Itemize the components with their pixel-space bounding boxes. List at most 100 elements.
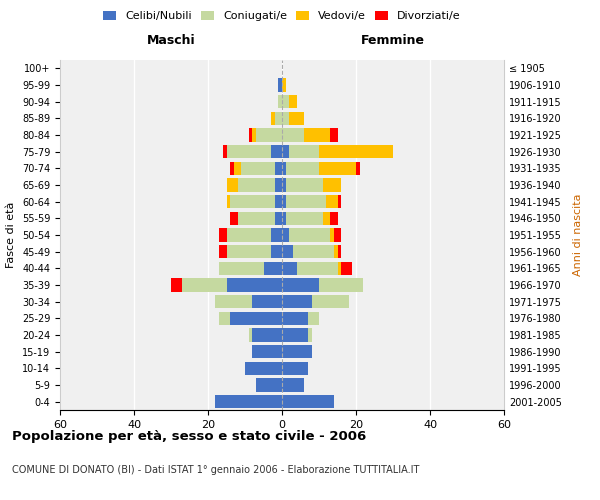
Bar <box>282 95 289 108</box>
Bar <box>275 162 282 175</box>
Bar <box>275 212 282 225</box>
Y-axis label: Fasce di età: Fasce di età <box>7 202 16 268</box>
Bar <box>278 78 282 92</box>
Bar <box>330 212 337 225</box>
Bar <box>282 162 286 175</box>
Bar <box>286 212 323 225</box>
Bar <box>271 145 282 158</box>
Bar <box>282 345 311 358</box>
Bar <box>308 312 319 325</box>
Bar <box>282 145 289 158</box>
Bar <box>282 312 308 325</box>
Bar <box>323 212 330 225</box>
Bar <box>282 78 286 92</box>
Bar <box>256 128 282 141</box>
Bar <box>278 95 282 108</box>
Bar <box>223 145 227 158</box>
Text: Femmine: Femmine <box>361 34 425 46</box>
Bar <box>275 178 282 192</box>
Bar <box>275 112 282 125</box>
Bar <box>227 178 238 192</box>
Bar <box>319 145 393 158</box>
Bar <box>238 212 275 225</box>
Bar <box>289 112 304 125</box>
Bar <box>215 395 282 408</box>
Bar <box>219 262 263 275</box>
Bar <box>219 245 227 258</box>
Bar <box>282 378 304 392</box>
Bar <box>219 312 230 325</box>
Bar <box>253 328 282 342</box>
Legend: Celibi/Nubili, Coniugati/e, Vedovi/e, Divorziati/e: Celibi/Nubili, Coniugati/e, Vedovi/e, Di… <box>103 10 461 21</box>
Bar <box>282 395 334 408</box>
Bar <box>297 262 337 275</box>
Bar <box>326 195 337 208</box>
Bar <box>219 228 227 241</box>
Bar <box>230 195 275 208</box>
Bar <box>245 362 282 375</box>
Bar <box>230 312 282 325</box>
Bar <box>227 195 230 208</box>
Bar <box>227 245 271 258</box>
Bar <box>282 212 286 225</box>
Bar <box>289 95 297 108</box>
Bar <box>286 178 323 192</box>
Bar <box>286 162 319 175</box>
Bar <box>230 212 238 225</box>
Bar <box>282 178 286 192</box>
Bar <box>319 162 356 175</box>
Bar <box>282 245 293 258</box>
Bar <box>227 278 282 291</box>
Text: Popolazione per età, sesso e stato civile - 2006: Popolazione per età, sesso e stato civil… <box>12 430 366 443</box>
Bar <box>234 162 241 175</box>
Bar <box>275 195 282 208</box>
Bar <box>293 245 334 258</box>
Bar <box>308 328 311 342</box>
Bar <box>171 278 182 291</box>
Bar <box>230 162 234 175</box>
Bar <box>282 295 311 308</box>
Bar <box>282 278 319 291</box>
Bar <box>215 295 253 308</box>
Bar <box>249 328 253 342</box>
Bar <box>282 328 308 342</box>
Bar <box>289 228 330 241</box>
Bar <box>282 362 308 375</box>
Bar <box>286 195 326 208</box>
Bar <box>337 262 341 275</box>
Bar <box>289 145 319 158</box>
Bar <box>227 228 271 241</box>
Bar <box>337 245 341 258</box>
Bar <box>271 112 275 125</box>
Bar <box>330 128 337 141</box>
Bar <box>253 128 256 141</box>
Bar <box>282 112 289 125</box>
Bar <box>311 295 349 308</box>
Bar <box>319 278 364 291</box>
Bar <box>253 345 282 358</box>
Bar <box>256 378 282 392</box>
Bar <box>330 228 334 241</box>
Bar <box>253 295 282 308</box>
Bar <box>249 128 253 141</box>
Bar <box>282 262 297 275</box>
Y-axis label: Anni di nascita: Anni di nascita <box>573 194 583 276</box>
Bar <box>282 128 304 141</box>
Text: Maschi: Maschi <box>146 34 196 46</box>
Bar <box>334 245 337 258</box>
Bar <box>227 145 271 158</box>
Bar <box>334 228 341 241</box>
Bar <box>282 228 289 241</box>
Bar <box>271 228 282 241</box>
Text: COMUNE DI DONATO (BI) - Dati ISTAT 1° gennaio 2006 - Elaborazione TUTTITALIA.IT: COMUNE DI DONATO (BI) - Dati ISTAT 1° ge… <box>12 465 419 475</box>
Bar <box>263 262 282 275</box>
Bar <box>238 178 275 192</box>
Bar <box>182 278 227 291</box>
Bar <box>341 262 352 275</box>
Bar <box>271 245 282 258</box>
Bar <box>304 128 330 141</box>
Bar <box>337 195 341 208</box>
Bar <box>241 162 275 175</box>
Bar <box>356 162 360 175</box>
Bar <box>282 195 286 208</box>
